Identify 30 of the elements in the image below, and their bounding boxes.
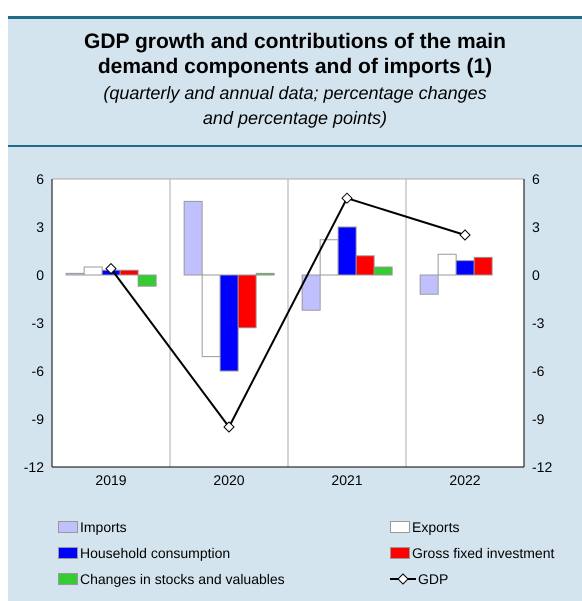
y2-tick-label: 6 — [532, 170, 540, 187]
x-tick-label: 2019 — [95, 472, 127, 488]
y2-tick-label: -6 — [532, 362, 545, 379]
y-tick-label: 3 — [36, 218, 44, 235]
y-tick-label: 0 — [36, 266, 44, 283]
x-tick-label: 2021 — [331, 472, 363, 488]
x-tick-label: 2020 — [213, 472, 245, 488]
legend-label: GDP — [418, 571, 448, 587]
y2-tick-label: -12 — [532, 458, 552, 475]
point — [224, 422, 234, 432]
y-tick-label: -9 — [32, 410, 44, 427]
y2-tick-label: -3 — [532, 314, 545, 331]
legend-label: Imports — [80, 519, 127, 535]
legend-label: Changes in stocks and valuables — [80, 571, 285, 587]
y-tick-label: -6 — [32, 362, 44, 379]
legend-label: Exports — [412, 519, 460, 535]
legend-label: Household consumption — [80, 545, 230, 561]
y-tick-label: -12 — [24, 458, 44, 475]
point — [460, 230, 470, 240]
chart-title: GDP growth and contributions of the main demand components and of imports (1) — [83, 29, 507, 79]
x-tick-label: 2022 — [449, 472, 481, 488]
y2-tick-label: 3 — [532, 218, 540, 235]
point — [342, 192, 352, 204]
legend-label: Gross fixed investment — [412, 545, 554, 561]
y2-tick-label: 0 — [532, 266, 540, 283]
point — [106, 263, 116, 274]
y-tick-label: 6 — [36, 170, 44, 187]
y2-tick-label: -9 — [532, 410, 545, 427]
y-tick-label: -3 — [32, 314, 44, 331]
chart-subtitle: (quarterly and annual data; percentage changes and percentage points) — [102, 82, 488, 130]
